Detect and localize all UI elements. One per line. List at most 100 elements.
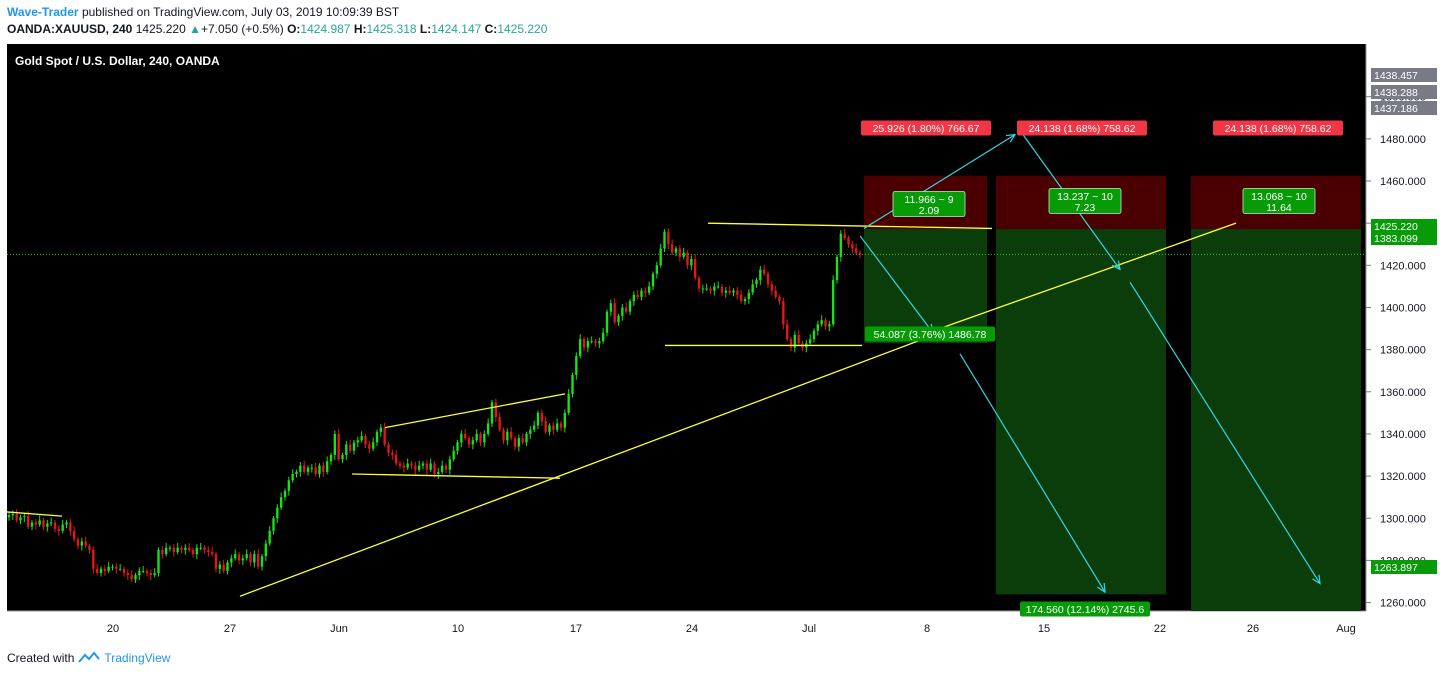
candle-body bbox=[559, 423, 563, 428]
x-tick-label: Jun bbox=[330, 623, 348, 635]
candle-body bbox=[854, 248, 858, 253]
y-tick-label: 1300.000 bbox=[1380, 513, 1426, 525]
candle-body bbox=[636, 294, 639, 297]
candle-body bbox=[463, 433, 467, 439]
ratio-box-line1: 13.068 ~ 10 bbox=[1251, 191, 1307, 203]
symbol-label: OANDA:XAUUSD, 240 bbox=[7, 22, 133, 36]
candle-body bbox=[268, 530, 271, 544]
candle-body bbox=[747, 292, 751, 300]
candle-body bbox=[195, 547, 199, 555]
y-tick-label: 1360.000 bbox=[1380, 387, 1426, 399]
candle-body bbox=[770, 284, 774, 291]
high-label: H: bbox=[353, 22, 367, 36]
candle-body bbox=[245, 554, 248, 559]
trendline[interactable] bbox=[239, 332, 941, 597]
price-tag-bg bbox=[1371, 85, 1437, 99]
projection-arrow[interactable] bbox=[863, 134, 1016, 229]
candle-body bbox=[467, 438, 471, 445]
projection-arrow[interactable] bbox=[1129, 281, 1321, 584]
trendline[interactable] bbox=[927, 222, 1237, 334]
candle-body bbox=[628, 301, 632, 312]
candle-body bbox=[46, 523, 49, 527]
candle-body bbox=[76, 539, 80, 546]
price-tag: 1438.457 bbox=[1374, 70, 1418, 82]
candle-body bbox=[314, 467, 317, 474]
candle-body bbox=[30, 522, 34, 527]
price-tag-bg bbox=[1371, 219, 1437, 233]
candle-body bbox=[141, 570, 145, 572]
trendline[interactable] bbox=[6, 511, 63, 517]
trendline[interactable] bbox=[351, 473, 561, 479]
candle-body bbox=[713, 286, 716, 291]
trendline[interactable] bbox=[384, 393, 566, 429]
price-axis[interactable] bbox=[1366, 44, 1437, 611]
candle-body bbox=[479, 433, 482, 443]
trade-zone[interactable] bbox=[1191, 229, 1361, 611]
candle-body bbox=[521, 438, 524, 443]
candle-body bbox=[341, 455, 344, 460]
candle-body bbox=[693, 258, 697, 278]
candle-body bbox=[88, 545, 91, 550]
projection-arrowhead bbox=[1005, 133, 1017, 143]
time-axis[interactable] bbox=[7, 611, 1437, 637]
candle-body bbox=[417, 465, 421, 470]
candle-body bbox=[329, 455, 333, 462]
candle-body bbox=[778, 296, 781, 302]
candle-body bbox=[525, 433, 528, 443]
y-tick-label: 1340.000 bbox=[1380, 429, 1426, 441]
ratio-box-bg bbox=[1242, 188, 1316, 214]
price-tag: 1438.288 bbox=[1374, 87, 1418, 99]
candle-body bbox=[394, 455, 398, 464]
candle-body bbox=[782, 301, 785, 325]
candle-body bbox=[184, 547, 187, 550]
candle-body bbox=[647, 286, 651, 293]
candle-body bbox=[513, 438, 517, 447]
candle-body bbox=[72, 530, 76, 540]
price-tag: 1263.897 bbox=[1374, 562, 1418, 574]
candle-body bbox=[644, 290, 647, 293]
candle-body bbox=[99, 568, 103, 574]
candle-body bbox=[84, 541, 87, 546]
x-tick-label: 27 bbox=[224, 623, 236, 635]
candle-body bbox=[555, 423, 559, 430]
trade-label: 54.087 (3.76%) 1486.78 bbox=[874, 329, 987, 341]
candle-body bbox=[843, 233, 846, 238]
candle-body bbox=[728, 290, 731, 293]
candle-body bbox=[839, 233, 843, 257]
ratio-box-line1: 13.237 ~ 10 bbox=[1057, 191, 1113, 203]
last-price: 1425.220 bbox=[135, 22, 186, 36]
candle-body bbox=[506, 431, 509, 441]
candle-body bbox=[368, 444, 371, 449]
candle-body bbox=[697, 277, 701, 289]
projection-arrow[interactable] bbox=[959, 353, 1106, 593]
y-tick-label: 1320.000 bbox=[1380, 471, 1426, 483]
candle-body bbox=[23, 516, 26, 518]
close-value: 1425.220 bbox=[497, 22, 548, 36]
candle-body bbox=[348, 444, 352, 451]
footer: Created with TradingView bbox=[7, 651, 170, 665]
candle-body bbox=[831, 280, 835, 325]
candle-body bbox=[762, 269, 766, 274]
candle-body bbox=[272, 518, 275, 531]
author-name[interactable]: Wave-Trader bbox=[7, 5, 79, 19]
trade-zone[interactable] bbox=[864, 229, 987, 344]
y-tick-label: 1380.000 bbox=[1380, 345, 1426, 357]
candle-body bbox=[279, 497, 283, 508]
trendline[interactable] bbox=[707, 222, 993, 230]
candle-body bbox=[421, 463, 425, 466]
candle-body bbox=[502, 429, 505, 441]
trade-zone[interactable] bbox=[996, 229, 1166, 595]
projection-arrow[interactable] bbox=[859, 235, 934, 334]
ratio-box-bg bbox=[892, 191, 966, 217]
tradingview-brand[interactable]: TradingView bbox=[104, 651, 171, 665]
candle-body bbox=[337, 433, 340, 460]
candle-body bbox=[743, 299, 747, 302]
ratio-box-line2: 7.23 bbox=[1075, 202, 1096, 214]
candle-body bbox=[858, 252, 862, 255]
candle-body bbox=[283, 490, 287, 498]
candle-body bbox=[816, 324, 820, 331]
candle-body bbox=[483, 433, 486, 443]
candle-body bbox=[605, 311, 609, 333]
candle-body bbox=[755, 280, 758, 285]
